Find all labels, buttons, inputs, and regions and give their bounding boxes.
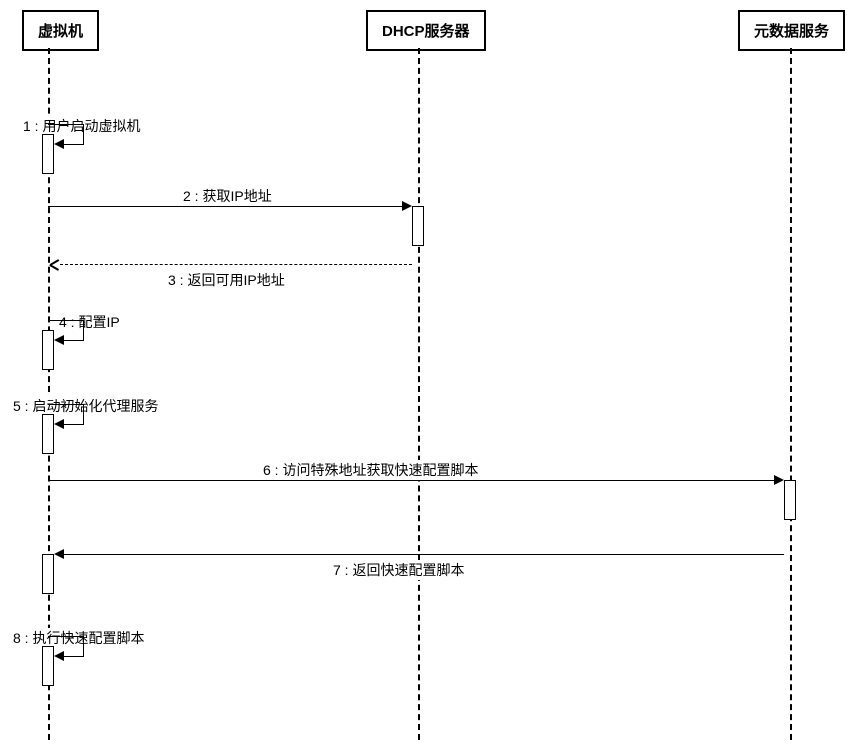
msg-6-head: [774, 475, 784, 485]
lifeline-dhcp: [418, 48, 420, 740]
participant-meta: 元数据服务: [738, 10, 845, 51]
participant-meta-label: 元数据服务: [754, 23, 829, 40]
msg-3-line: [60, 264, 412, 265]
msg-2-label: 2 : 获取IP地址: [180, 186, 275, 206]
participant-dhcp-label: DHCP服务器: [382, 23, 470, 40]
participant-vm: 虚拟机: [22, 10, 99, 51]
msg-5-head: [54, 419, 64, 429]
msg-2-head: [402, 201, 412, 211]
msg-4-head: [54, 335, 64, 345]
msg-7-head: [54, 549, 64, 559]
activation-1: [42, 134, 54, 174]
msg-2-line: [48, 206, 408, 207]
activation-meta: [784, 480, 796, 520]
msg-3-label: 3 : 返回可用IP地址: [165, 270, 288, 290]
msg-1-head: [54, 139, 64, 149]
msg-5-label: 5 : 启动初始化代理服务: [10, 396, 161, 416]
msg-6-label: 6 : 访问特殊地址获取快速配置脚本: [260, 460, 481, 480]
activation-7: [42, 554, 54, 594]
msg-8-head: [54, 651, 64, 661]
msg-6-line: [48, 480, 780, 481]
activation-dhcp: [412, 206, 424, 246]
activation-4: [42, 330, 54, 370]
msg-7-line: [60, 554, 784, 555]
activation-8: [42, 646, 54, 686]
participant-dhcp: DHCP服务器: [366, 10, 486, 51]
lifeline-meta: [790, 48, 792, 740]
activation-5: [42, 414, 54, 454]
participant-vm-label: 虚拟机: [38, 23, 83, 40]
msg-7-label: 7 : 返回快速配置脚本: [330, 560, 467, 580]
